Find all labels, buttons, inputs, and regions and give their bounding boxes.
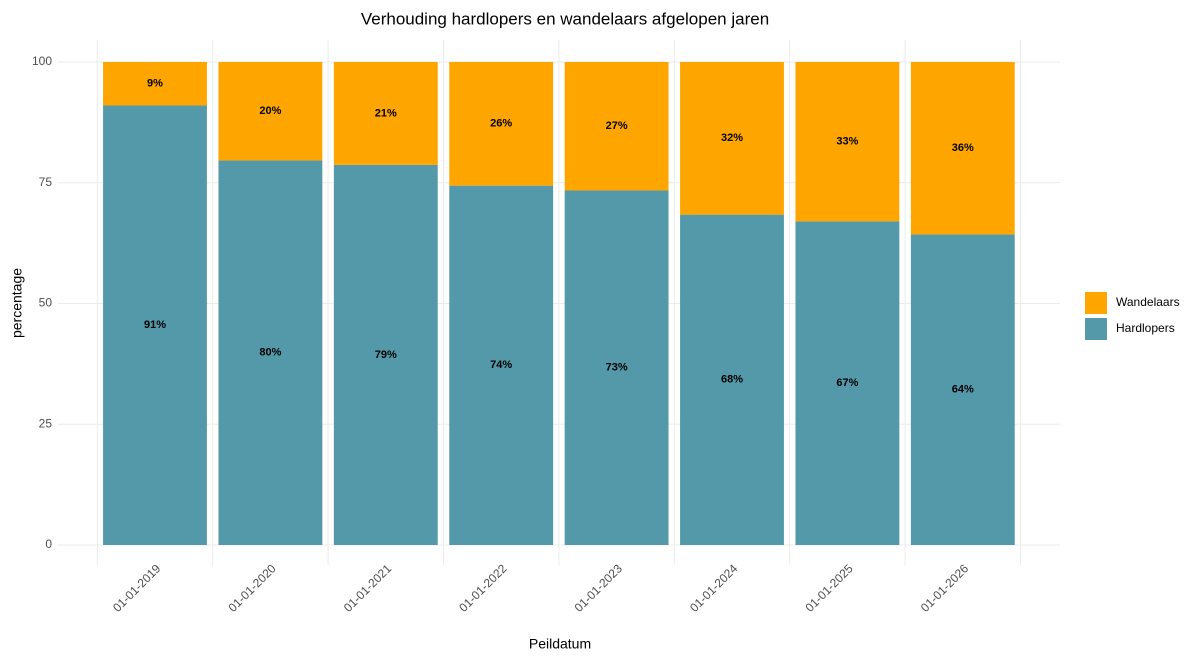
legend-swatch	[1085, 318, 1107, 340]
bar-segment	[910, 234, 1015, 545]
data-label: 27%	[606, 120, 628, 132]
bar-segment	[564, 62, 669, 191]
bar-segment	[795, 221, 900, 545]
legend-label: Hardlopers	[1116, 321, 1175, 335]
data-label: 26%	[490, 118, 512, 130]
x-tick-label: 01-01-2025	[802, 561, 856, 615]
x-tick-label: 01-01-2019	[110, 561, 164, 615]
bar-segment	[103, 105, 207, 545]
x-tick-label: 01-01-2026	[918, 561, 972, 615]
data-label: 64%	[952, 384, 974, 396]
bar-segment	[910, 62, 1015, 235]
y-tick-label: 100	[32, 54, 52, 68]
data-label: 91%	[144, 319, 166, 331]
data-label: 33%	[836, 136, 858, 148]
bar-segment	[795, 62, 900, 222]
data-label: 21%	[375, 107, 397, 119]
data-label: 32%	[721, 132, 743, 144]
x-axis-title: Peildatum	[529, 636, 591, 652]
bar-segment	[680, 214, 784, 546]
legend-label: Wandelaars	[1116, 295, 1180, 309]
bar-segment	[680, 62, 784, 215]
data-label: 80%	[259, 347, 281, 359]
bar-segment	[218, 160, 323, 546]
data-label: 20%	[259, 105, 281, 117]
y-tick-label: 75	[39, 175, 53, 189]
x-tick-label: 01-01-2024	[687, 561, 741, 615]
data-label: 79%	[375, 349, 397, 361]
bar-segment	[333, 164, 438, 545]
y-tick-label: 25	[39, 416, 53, 430]
x-tick-label: 01-01-2022	[456, 561, 510, 615]
legend-swatch	[1085, 292, 1107, 314]
data-label: 67%	[836, 377, 858, 389]
x-tick-label: 01-01-2021	[341, 561, 395, 615]
y-tick-label: 50	[39, 296, 53, 310]
x-tick-label: 01-01-2023	[572, 561, 626, 615]
x-tick-label: 01-01-2020	[225, 561, 279, 615]
bar-segment	[103, 62, 207, 106]
data-label: 73%	[606, 362, 628, 374]
bar-segment	[564, 190, 669, 545]
data-label: 68%	[721, 374, 743, 386]
y-axis-title: percentage	[9, 268, 25, 338]
bar-segment	[449, 185, 554, 545]
chart-title: Verhouding hardlopers en wandelaars afge…	[361, 9, 769, 28]
bar-segment	[449, 62, 554, 186]
data-label: 36%	[952, 142, 974, 154]
data-label: 74%	[490, 359, 512, 371]
data-label: 9%	[147, 78, 163, 90]
y-tick-label: 0	[45, 537, 52, 551]
bar-segment	[218, 62, 323, 161]
bar-segment	[333, 62, 438, 165]
